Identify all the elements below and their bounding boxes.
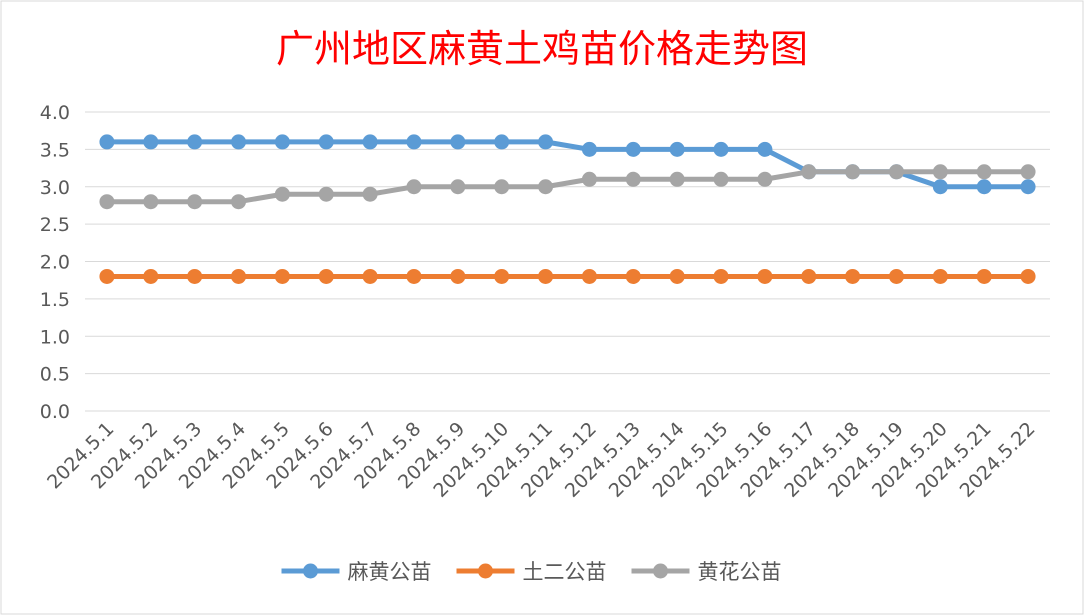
data-point xyxy=(976,268,992,284)
data-point xyxy=(231,268,247,284)
data-point xyxy=(143,268,159,284)
data-point xyxy=(757,171,773,187)
data-point xyxy=(274,268,290,284)
data-point xyxy=(143,194,159,210)
series-line xyxy=(106,139,1029,190)
data-point xyxy=(143,134,159,150)
data-point xyxy=(494,268,510,284)
y-tick-label: 2.5 xyxy=(40,214,70,236)
data-point xyxy=(231,194,247,210)
series-line xyxy=(106,169,1029,205)
data-point xyxy=(450,134,466,150)
data-point xyxy=(99,134,115,150)
legend-label: 黄花公苗 xyxy=(698,560,782,584)
data-point xyxy=(581,171,597,187)
data-point xyxy=(713,141,729,157)
y-tick-label: 1.5 xyxy=(40,289,70,311)
chart-title: 广州地区麻黄土鸡苗价格走势图 xyxy=(275,27,808,71)
data-point xyxy=(888,164,904,180)
data-point xyxy=(318,268,334,284)
data-point xyxy=(713,171,729,187)
data-point xyxy=(99,194,115,210)
data-point xyxy=(757,141,773,157)
y-tick-label: 1.0 xyxy=(40,326,70,348)
legend-marker xyxy=(303,563,318,579)
data-point xyxy=(406,179,422,195)
data-point xyxy=(932,179,948,195)
y-tick-label: 0.5 xyxy=(40,364,70,386)
data-point xyxy=(801,268,817,284)
data-point xyxy=(450,268,466,284)
data-point xyxy=(1020,268,1036,284)
y-tick-label: 2.0 xyxy=(40,252,70,274)
legend-label: 麻黄公苗 xyxy=(348,560,432,584)
data-point xyxy=(669,141,685,157)
data-point xyxy=(669,171,685,187)
y-tick-label: 3.5 xyxy=(40,139,70,161)
data-point xyxy=(1020,164,1036,180)
data-point xyxy=(669,268,685,284)
data-point xyxy=(538,268,554,284)
data-point xyxy=(932,164,948,180)
data-point xyxy=(406,268,422,284)
data-point xyxy=(932,268,948,284)
legend-label: 土二公苗 xyxy=(523,560,607,584)
legend-marker xyxy=(478,563,493,579)
legend-marker xyxy=(653,563,668,579)
y-tick-label: 3.0 xyxy=(40,177,70,199)
data-point xyxy=(976,179,992,195)
data-point xyxy=(888,268,904,284)
data-point xyxy=(1020,179,1036,195)
data-point xyxy=(187,268,203,284)
data-point xyxy=(187,134,203,150)
data-point xyxy=(362,186,378,202)
data-point xyxy=(362,134,378,150)
data-point xyxy=(99,268,115,284)
data-point xyxy=(494,134,510,150)
data-point xyxy=(274,186,290,202)
data-point xyxy=(625,171,641,187)
data-point xyxy=(625,141,641,157)
data-point xyxy=(845,164,861,180)
data-point xyxy=(187,194,203,210)
data-point xyxy=(976,164,992,180)
data-point xyxy=(406,134,422,150)
data-point xyxy=(494,179,510,195)
y-tick-label: 4.0 xyxy=(40,102,70,124)
data-point xyxy=(450,179,466,195)
data-point xyxy=(231,134,247,150)
y-tick-label: 0.0 xyxy=(40,401,70,423)
data-point xyxy=(318,186,334,202)
data-point xyxy=(538,134,554,150)
data-point xyxy=(274,134,290,150)
data-point xyxy=(713,268,729,284)
data-point xyxy=(845,268,861,284)
data-point xyxy=(581,268,597,284)
data-point xyxy=(625,268,641,284)
data-point xyxy=(362,268,378,284)
data-point xyxy=(801,164,817,180)
data-point xyxy=(581,141,597,157)
data-point xyxy=(757,268,773,284)
data-point xyxy=(538,179,554,195)
data-point xyxy=(318,134,334,150)
